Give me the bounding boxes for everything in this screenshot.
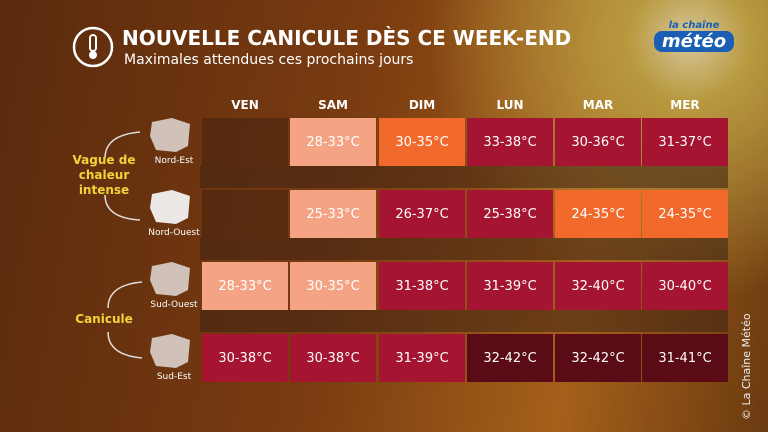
temperature-cell: 28-33°C	[290, 118, 376, 166]
temperature-cell: 31-39°C	[379, 334, 465, 382]
maps	[150, 118, 190, 368]
temperature-cell: 30-35°C	[379, 118, 465, 166]
column-header: MER	[670, 98, 700, 112]
temperature-cell: 32-40°C	[555, 262, 641, 310]
copyright: © La Chaîne Météo	[740, 313, 753, 420]
icon-ring	[72, 26, 114, 68]
temperature-cell: 25-38°C	[467, 190, 553, 238]
column-header: DIM	[408, 98, 436, 112]
logo: la chaîne météo	[654, 20, 734, 52]
group-label: Vague de chaleur intense	[72, 153, 136, 197]
arrows	[104, 131, 143, 359]
temperature-cell: 30-35°C	[290, 262, 376, 310]
column-header: MAR	[582, 98, 614, 112]
temperature-cell: 32-42°C	[555, 334, 641, 382]
logo-top: la chaîne	[668, 20, 720, 31]
logo-bottom: météo	[654, 31, 734, 52]
region-label: Sud-Ouest	[150, 300, 198, 310]
column-header: LUN	[496, 98, 524, 112]
row-gap	[200, 310, 728, 332]
subtitle: Maximales attendues ces prochains jours	[124, 52, 414, 68]
temperature-cell: 30-38°C	[290, 334, 376, 382]
temperature-cell: 32-42°C	[467, 334, 553, 382]
temperature-cell: 31-39°C	[467, 262, 553, 310]
temperature-cell: 30-38°C	[202, 334, 288, 382]
temperature-cell: 31-37°C	[642, 118, 728, 166]
temperature-cell: 30-36°C	[555, 118, 641, 166]
temperature-cell: 31-38°C	[379, 262, 465, 310]
region-label: Nord-Ouest	[148, 228, 200, 238]
thermometer	[89, 34, 97, 52]
temperature-cell: 25-33°C	[290, 190, 376, 238]
temperature-cell: 33-38°C	[467, 118, 553, 166]
temperature-cell: 31-41°C	[642, 334, 728, 382]
column-header: VEN	[231, 98, 259, 112]
temperature-cell: 24-35°C	[555, 190, 641, 238]
region-label: Sud-Est	[156, 372, 192, 382]
temperature-cell: 30-40°C	[642, 262, 728, 310]
temperature-cell: 26-37°C	[379, 190, 465, 238]
empty-cell	[202, 190, 288, 238]
column-header: SAM	[318, 98, 348, 112]
row-gap	[200, 238, 728, 260]
thermometer-bulb	[89, 51, 97, 59]
temperature-cell: 28-33°C	[202, 262, 288, 310]
temperature-cell: 24-35°C	[642, 190, 728, 238]
group-label: Canicule	[75, 312, 133, 326]
row-gap	[200, 166, 728, 188]
empty-cell	[202, 118, 288, 166]
title: NOUVELLE CANICULE DÈS CE WEEK-END	[122, 26, 572, 50]
region-label: Nord-Est	[154, 156, 194, 166]
